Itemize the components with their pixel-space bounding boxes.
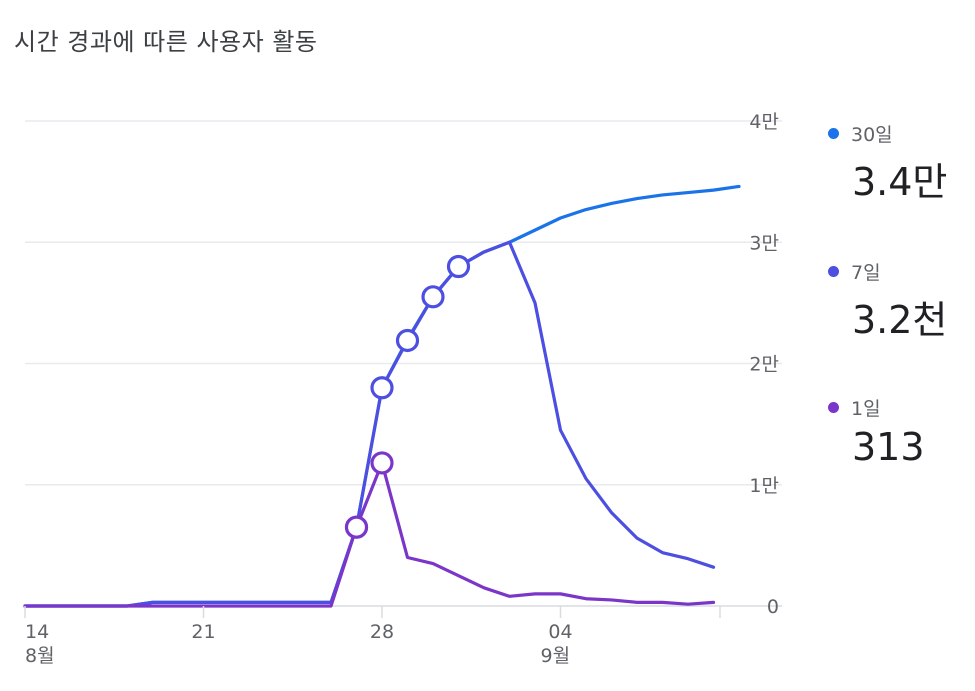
data-point-marker[interactable] xyxy=(370,451,394,475)
data-point-marker[interactable] xyxy=(395,328,420,353)
x-tick-label: 28 xyxy=(370,621,394,643)
x-tick-label: 14 xyxy=(25,621,49,643)
legend-item-7d[interactable]: 7일 3.2천 xyxy=(828,258,947,344)
data-point-markers xyxy=(344,254,471,539)
legend-dot-30d xyxy=(828,128,839,139)
x-tick-label: 04 xyxy=(548,621,572,643)
y-tick-label: 3만 xyxy=(749,232,779,254)
legend-dot-7d xyxy=(828,266,839,277)
y-tick-label: 4만 xyxy=(749,111,779,133)
data-point-marker[interactable] xyxy=(446,254,471,279)
legend-label-30d: 30일 xyxy=(851,124,893,146)
legend-value-7d: 3.2천 xyxy=(852,298,948,342)
legend: 7일 3.2천 xyxy=(828,258,947,344)
data-point-marker[interactable] xyxy=(370,376,394,400)
x-tick-sublabel: 8월 xyxy=(25,645,55,667)
legend-label-7d: 7일 xyxy=(851,262,881,284)
legend-value-1d: 313 xyxy=(852,425,925,469)
x-tick-sublabel: 9월 xyxy=(541,645,571,667)
legend-value-30d: 3.4만 xyxy=(852,160,948,204)
y-axis-ticks: 0 1만 2만 3만 4만 xyxy=(749,111,779,618)
x-tick-label: 21 xyxy=(191,621,215,643)
series-line-1 xyxy=(23,240,716,608)
data-point-marker[interactable] xyxy=(421,285,445,309)
series-line-2 xyxy=(23,461,716,608)
legend-label-1d: 1일 xyxy=(851,398,881,420)
data-point-marker[interactable] xyxy=(344,515,369,539)
y-tick-label: 1만 xyxy=(749,475,779,497)
legend-item-1d[interactable]: 1일 313 xyxy=(828,394,925,469)
legend-item-30d[interactable]: 30일 3.4만 xyxy=(828,120,947,206)
y-tick-label: 0 xyxy=(767,596,779,618)
y-tick-label: 2만 xyxy=(749,354,779,376)
chart-title: 시간 경과에 따른 사용자 활동 xyxy=(14,28,318,56)
legend-dot-1d xyxy=(828,402,839,413)
legend: 30일 3.4만 xyxy=(828,120,947,206)
legend: 1일 313 xyxy=(828,394,925,469)
